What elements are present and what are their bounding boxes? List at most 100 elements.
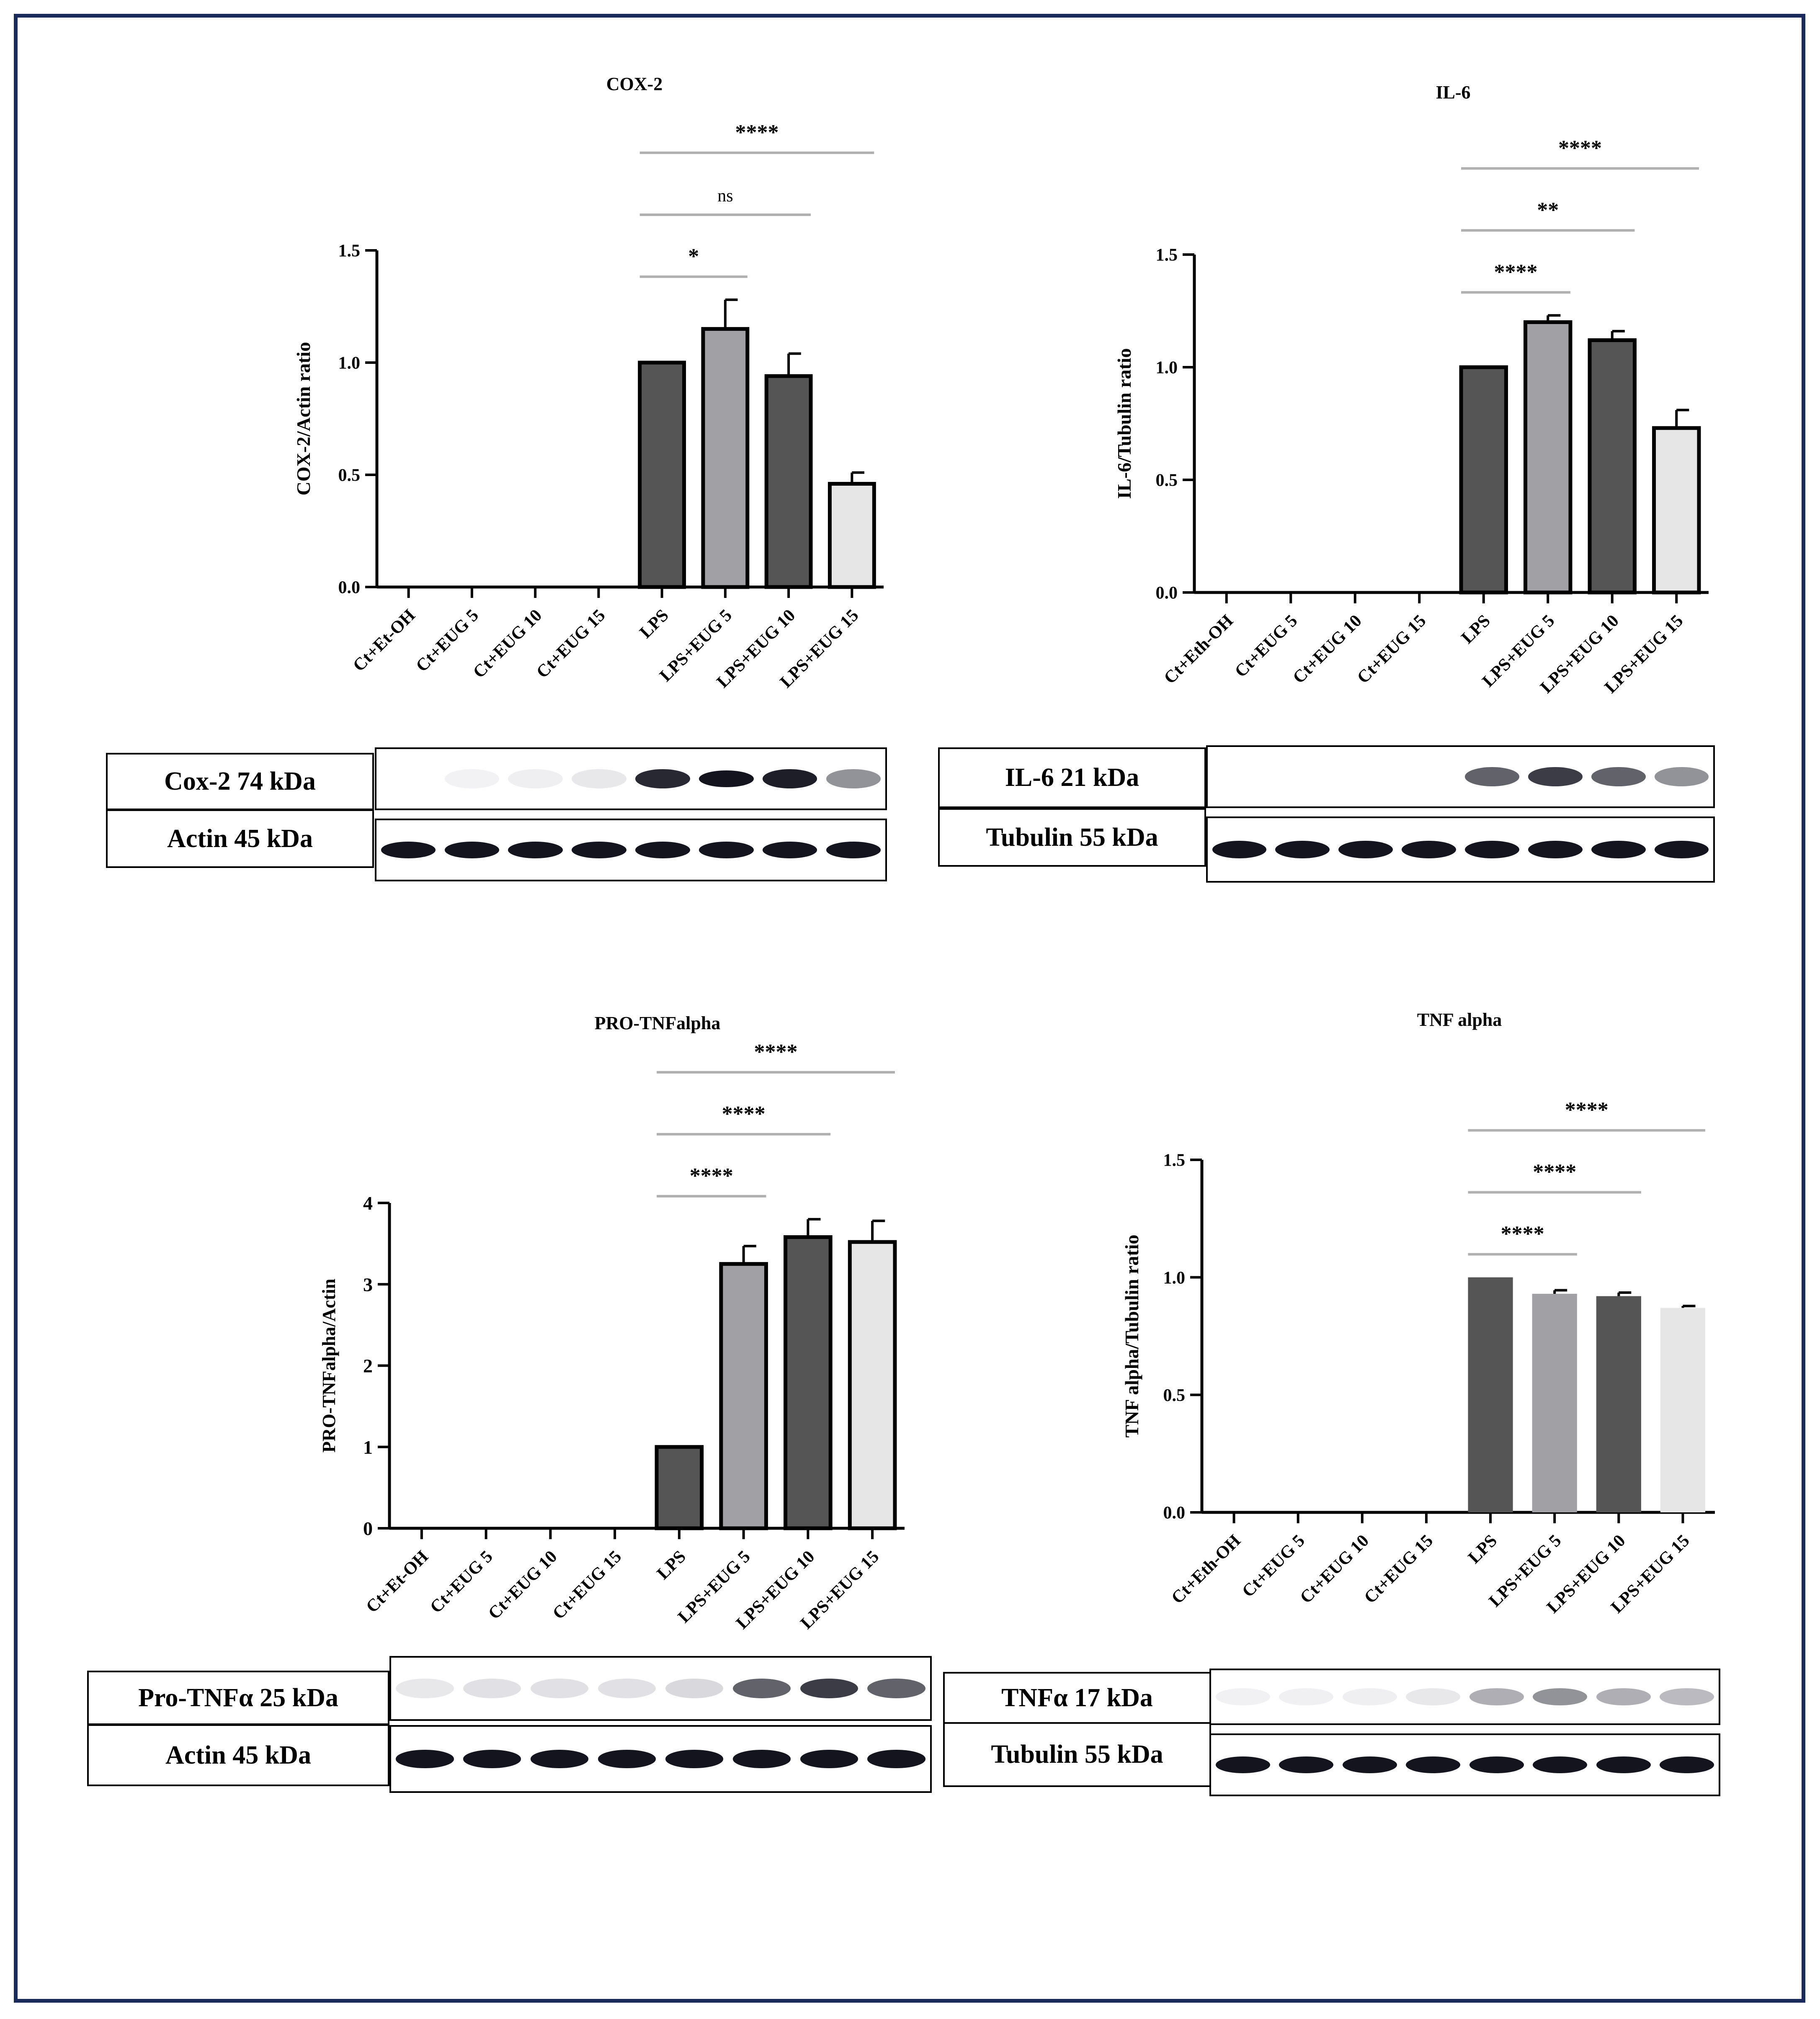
y-tick-label: 1.5 xyxy=(1163,1151,1186,1170)
blot-strip xyxy=(389,1725,932,1793)
y-axis-label: PRO-TNFalpha/Actin xyxy=(319,1279,339,1453)
blot-band xyxy=(1215,1756,1270,1773)
blot-band xyxy=(665,1750,724,1768)
blot-band xyxy=(1654,767,1709,786)
bar xyxy=(701,327,750,589)
blot-band xyxy=(800,1678,858,1698)
blot-band xyxy=(1591,767,1646,786)
bar xyxy=(719,1262,768,1530)
blot-label-row2: Tubulin 55 kDa xyxy=(943,1722,1211,1787)
blot-band xyxy=(531,1750,589,1768)
blot-band xyxy=(463,1678,521,1698)
y-tick-label: 0.0 xyxy=(1156,584,1178,603)
bar xyxy=(848,1240,897,1530)
blot-band xyxy=(1212,841,1267,858)
x-tick-label: Ct+EUG 5 xyxy=(1238,1531,1308,1601)
bar xyxy=(1468,1277,1513,1512)
y-tick-label: 0.0 xyxy=(1163,1504,1186,1523)
y-axis-label: COX-2/Actin ratio xyxy=(293,342,314,496)
blot-band xyxy=(1402,841,1456,858)
blot-label-row1: TNFα 17 kDa xyxy=(943,1672,1211,1724)
blot-band xyxy=(444,769,500,788)
blot-band xyxy=(1591,841,1646,858)
significance-label: **** xyxy=(722,1102,766,1126)
significance-label: **** xyxy=(1533,1160,1576,1184)
blot-band xyxy=(598,1678,656,1698)
blot-band xyxy=(598,1750,656,1768)
x-tick-label: Ct+EUG 10 xyxy=(1297,1531,1373,1607)
blot-label-row1: Cox-2 74 kDa xyxy=(106,753,374,810)
blot-band xyxy=(1528,841,1583,858)
blot-band xyxy=(1528,767,1583,786)
blot-band xyxy=(1215,1688,1270,1705)
y-tick-label: 0.0 xyxy=(338,578,361,597)
blot-band xyxy=(572,842,626,858)
significance-label: **** xyxy=(1558,136,1602,160)
blot-band xyxy=(826,842,881,858)
x-tick-label: Ct+EUG 15 xyxy=(1361,1531,1437,1607)
blot-band xyxy=(1465,841,1519,858)
x-tick-label: LPS xyxy=(1464,1531,1501,1568)
blot-band xyxy=(1533,1756,1588,1773)
y-tick-label: 3 xyxy=(363,1274,373,1295)
blot-band xyxy=(732,1678,791,1698)
blot-band xyxy=(1469,1688,1524,1705)
blot-band xyxy=(699,770,754,787)
blot-band xyxy=(1342,1756,1397,1773)
significance-label: * xyxy=(688,245,699,268)
y-tick-label: 0.5 xyxy=(338,466,361,485)
blot-band xyxy=(1279,1688,1334,1705)
blot-band xyxy=(867,1678,925,1698)
significance-label: **** xyxy=(735,121,779,144)
y-tick-label: 1.5 xyxy=(338,242,361,261)
significance-label: **** xyxy=(1494,260,1538,284)
blot-band xyxy=(531,1678,589,1698)
blot-band xyxy=(1406,1756,1461,1773)
blot-band xyxy=(800,1750,858,1768)
blot-band xyxy=(732,1750,791,1768)
bar xyxy=(1459,365,1508,595)
blot-band xyxy=(381,842,436,858)
blot-band xyxy=(1660,1756,1714,1773)
significance-label: **** xyxy=(690,1164,733,1188)
chart-title: PRO-TNFalpha xyxy=(594,1013,721,1033)
significance-label: **** xyxy=(1501,1222,1544,1246)
y-axis-label: TNF alpha/Tubulin ratio xyxy=(1121,1235,1142,1438)
blot-strip xyxy=(389,1656,932,1721)
bar xyxy=(764,374,813,589)
blot-strip xyxy=(375,747,887,810)
blot-band xyxy=(396,1750,454,1768)
bar xyxy=(1660,1308,1706,1512)
y-tick-label: 1.0 xyxy=(1156,358,1178,378)
y-tick-label: 1.5 xyxy=(1156,246,1178,265)
blot-strip xyxy=(375,819,887,881)
bar xyxy=(1588,338,1637,595)
blot-label-row2: Actin 45 kDa xyxy=(87,1724,389,1786)
y-tick-label: 0 xyxy=(363,1518,373,1539)
blot-band xyxy=(1338,841,1393,858)
blot-label-row2: Tubulin 55 kDa xyxy=(938,808,1206,867)
blot-band xyxy=(1465,767,1519,786)
blot-band xyxy=(1660,1688,1714,1705)
chart-title: TNF alpha xyxy=(1417,1010,1502,1030)
figure-frame xyxy=(14,14,1805,2003)
blot-band xyxy=(1406,1688,1461,1705)
chart-title: IL-6 xyxy=(1436,82,1471,103)
blot-band xyxy=(635,842,690,858)
bar xyxy=(784,1235,833,1530)
blot-band xyxy=(1596,1688,1651,1705)
blot-label-row2: Actin 45 kDa xyxy=(106,809,374,868)
blot-band xyxy=(635,769,690,788)
blot-band xyxy=(1596,1756,1651,1773)
blot-band xyxy=(1279,1756,1334,1773)
blot-band xyxy=(444,842,500,858)
blot-band xyxy=(762,769,817,788)
blot-band xyxy=(463,1750,521,1768)
significance-label: ** xyxy=(1537,198,1559,222)
blot-strip xyxy=(1209,1669,1720,1725)
bar xyxy=(1652,426,1701,595)
blot-band xyxy=(867,1750,925,1768)
